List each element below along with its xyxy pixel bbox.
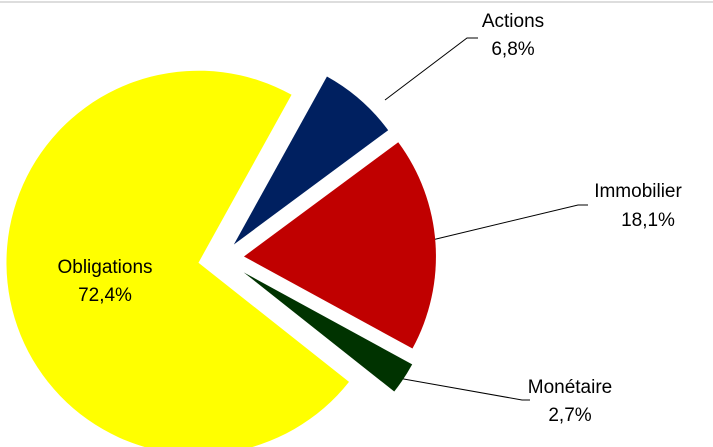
slice-label: Immobilier: [594, 181, 682, 202]
slice-value: 6,8%: [491, 39, 534, 60]
pie-slice: [243, 272, 413, 392]
slice-label: Monétaire: [528, 377, 613, 398]
slice-value: 72,4%: [78, 285, 132, 306]
slice-value: 18,1%: [621, 210, 675, 231]
pie-slice: [6, 70, 350, 447]
leader-line: [384, 37, 478, 101]
slice-label: Obligations: [57, 257, 152, 278]
slices: [6, 70, 436, 447]
slice-label: Actions: [482, 11, 544, 32]
leader-line: [431, 204, 588, 241]
slice-value: 2,7%: [548, 405, 591, 426]
pie-slice: [243, 142, 436, 349]
pie-slice: [233, 76, 389, 245]
leader-line: [397, 377, 530, 401]
